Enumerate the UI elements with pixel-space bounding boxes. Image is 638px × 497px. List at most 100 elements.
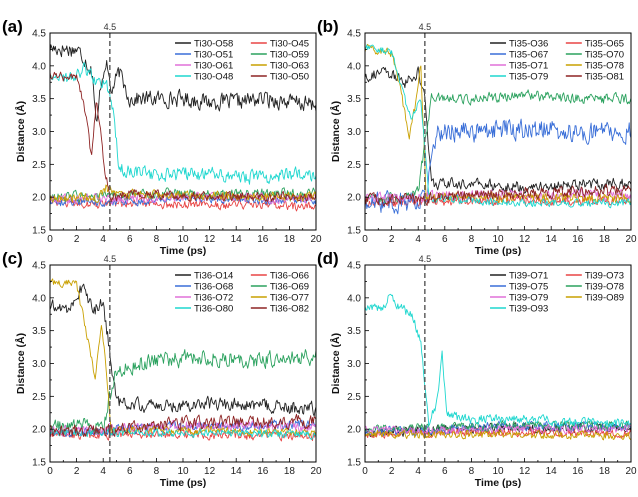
legend-label: Ti35-O78 [585,60,624,71]
x-tick-label: 8 [469,234,475,245]
x-tick-label: 16 [572,234,584,245]
panel-3: 4.5 0 2 4 6 8 10 12 14 16 18 20 1.5 2.0 2.5 3.0 3.5 4.0 4.… [2,249,322,489]
x-tick-label: 10 [177,466,189,477]
legend-label: Ti39-O73 [585,270,624,281]
y-tick-label: 3.0 [347,127,361,138]
series-line-ti39-o89 [365,429,631,441]
x-tick-label: 2 [389,466,395,477]
legend-label: Ti30-O45 [270,38,309,49]
series-line-ti39-o79 [365,423,631,436]
legend-label: Ti36-O72 [194,292,233,303]
y-tick-label: 4.0 [347,61,361,72]
legend-label: Ti30-O58 [194,38,233,49]
x-tick-label: 12 [519,466,531,477]
panel-1: 4.5 0 2 4 6 8 10 12 14 16 18 20 1.5 2.0 2.5 3.0 3.5 4.0 4.… [2,17,322,257]
y-axis-label: Distance (Å) [14,333,27,394]
x-tick-label: 20 [625,234,637,245]
legend-label: Ti35-O81 [585,71,624,82]
legend-label: Ti35-O70 [585,49,624,60]
y-tick-label: 4.5 [32,261,46,272]
legend-label: Ti30-O50 [270,71,309,82]
legend-label: Ti39-O93 [509,303,548,314]
series-line-ti30-o50 [50,71,316,203]
legend-label: Ti36-O80 [194,303,233,314]
series-line-ti30-o48 [50,62,316,185]
legend-label: Ti35-O71 [509,60,548,71]
x-tick-label: 16 [257,234,269,245]
x-tick-label: 8 [154,466,160,477]
x-tick-label: 6 [127,466,133,477]
legend-label: Ti30-O59 [270,49,309,60]
x-tick-label: 6 [442,234,448,245]
y-tick-label: 4.0 [347,293,361,304]
vline-label: 4.5 [104,22,117,32]
panel-2: 4.5 0 2 4 6 8 10 12 14 16 18 20 1.5 2.0 2.5 3.0 3.5 4.0 4.… [317,17,637,257]
y-tick-label: 2.5 [347,392,361,403]
series-line-ti35-o81 [365,183,631,207]
series-lines [365,293,631,441]
x-tick-label: 18 [599,466,611,477]
x-tick-label: 4 [415,234,421,245]
legend: Ti36-O14 Ti36-O66 Ti36-O68 Ti36-O69 Ti36-O72… [175,270,309,314]
series-line-ti36-o14 [50,283,316,417]
x-tick-label: 0 [47,234,53,245]
x-tick-label: 8 [154,234,160,245]
series-lines [50,44,316,212]
series-line-ti36-o82 [50,413,316,438]
x-tick-label: 14 [546,234,558,245]
y-tick-label: 3.5 [32,326,46,337]
x-tick-label: 14 [546,466,558,477]
y-tick-label: 1.5 [32,226,46,237]
x-tick-label: 12 [204,466,216,477]
x-tick-label: 8 [469,466,475,477]
vline-label: 4.5 [104,254,117,264]
x-tick-label: 20 [310,466,322,477]
legend-label: Ti36-O77 [270,292,309,303]
legend-label: Ti39-O79 [509,292,548,303]
y-tick-label: 3.5 [347,94,361,105]
legend-label: Ti39-O89 [585,292,624,303]
x-tick-label: 4 [100,234,106,245]
y-tick-label: 2.0 [347,425,361,436]
series-line-ti35-o36 [365,66,631,194]
legend-label: Ti36-O82 [270,303,309,314]
x-tick-label: 18 [284,466,296,477]
y-tick-label: 2.5 [32,160,46,171]
panel-label: (a) [2,17,23,36]
x-axis-label: Time (ps) [160,477,206,489]
y-tick-label: 1.5 [32,458,46,469]
x-tick-label: 6 [127,234,133,245]
x-tick-label: 20 [625,466,637,477]
legend-label: Ti30-O61 [194,60,233,71]
series-line-ti36-o77 [50,278,316,437]
legend-label: Ti35-O65 [585,38,624,49]
panel-4: 4.5 0 2 4 6 8 10 12 14 16 18 20 1.5 2.0 2.5 3.0 3.5 4.0 4.… [317,249,637,489]
series-lines [50,278,316,442]
x-tick-label: 16 [572,466,584,477]
x-tick-label: 14 [231,466,243,477]
x-tick-label: 6 [442,466,448,477]
legend-label: Ti39-O78 [585,281,624,292]
x-tick-label: 0 [362,234,368,245]
y-axis-label: Distance (Å) [329,333,342,394]
x-tick-label: 10 [177,234,189,245]
series-lines [365,43,631,215]
x-axis-label: Time (ps) [475,245,521,257]
x-tick-label: 10 [492,466,504,477]
panel-label: (b) [317,17,339,36]
y-tick-label: 2.5 [32,392,46,403]
y-tick-label: 3.5 [32,94,46,105]
x-tick-label: 14 [231,234,243,245]
series-line-ti35-o79 [365,44,631,209]
x-axis-label: Time (ps) [160,245,206,257]
series-line-ti36-o69 [50,349,316,435]
panel-label: (c) [2,249,23,268]
y-tick-label: 4.0 [32,293,46,304]
y-tick-label: 1.5 [347,458,361,469]
x-tick-label: 12 [519,234,531,245]
legend: Ti30-O58 Ti30-O45 Ti30-O51 Ti30-O59 Ti30-O61… [175,38,309,82]
x-tick-label: 2 [74,234,80,245]
legend-label: Ti30-O48 [194,71,233,82]
y-tick-label: 3.0 [347,359,361,370]
y-tick-label: 2.0 [347,193,361,204]
